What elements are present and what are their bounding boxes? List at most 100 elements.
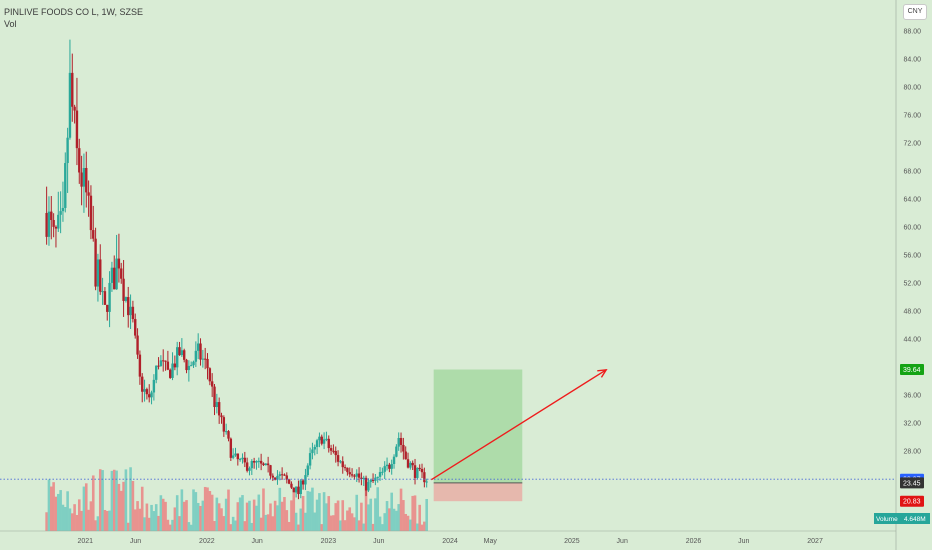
volume-bar [353, 517, 356, 531]
candle-body [201, 358, 205, 360]
volume-bar [311, 487, 314, 531]
volume-bar [56, 493, 60, 531]
target-price-badge-text: 39.64 [903, 367, 921, 374]
volume-bar [152, 511, 156, 531]
volume-bar [262, 488, 265, 531]
candle-body [238, 458, 242, 460]
volume-bar [299, 508, 303, 531]
candle-body [80, 172, 83, 187]
volume-bar [145, 503, 149, 531]
candle-body [210, 381, 214, 387]
time-tick-label: Jun [738, 538, 749, 545]
candle-body [367, 482, 370, 491]
price-tick-label: 72.00 [903, 141, 921, 148]
trend-arrow-line[interactable] [430, 369, 607, 481]
candle-body [103, 291, 107, 305]
candle-body [206, 358, 209, 369]
volume-bar [208, 491, 212, 531]
candle-body [73, 106, 76, 111]
candle-body [341, 461, 344, 468]
price-tick-label: 84.00 [903, 57, 921, 64]
candle-body [280, 474, 284, 476]
volume-bar [231, 516, 235, 531]
candle-body [78, 148, 81, 173]
volume-bar [381, 524, 384, 531]
candle-body [273, 477, 277, 480]
price-axis[interactable]: 88.00 84.00 80.00 76.00 72.00 68.00 64.00 60.00… [903, 29, 921, 456]
symbol-title[interactable]: PINLIVE FOODS CO L, 1W, SZSE [4, 7, 144, 17]
candle-body [383, 466, 386, 472]
volume-bar [98, 469, 102, 531]
candle-body [199, 343, 202, 360]
candle-body [101, 291, 104, 293]
volume-bar [332, 515, 335, 531]
candle-body [227, 431, 230, 439]
candle-body [299, 480, 302, 495]
candle-body [99, 259, 102, 292]
volume-bar [182, 501, 186, 531]
candle-body [402, 444, 405, 452]
volume-bar [164, 501, 167, 531]
candle-body [192, 361, 195, 366]
volume-bar [224, 498, 228, 531]
volume-bar [367, 504, 370, 531]
loss-zone[interactable] [433, 482, 523, 502]
volume-bar [63, 506, 67, 531]
volume-bar [75, 514, 79, 531]
volume-bar [222, 516, 226, 531]
volume-bar [257, 494, 261, 531]
volume-bar [397, 504, 401, 531]
candle-body [222, 417, 226, 432]
volume-bar [213, 520, 216, 531]
price-tick-label: 36.00 [903, 393, 921, 400]
volume-bar [70, 513, 74, 531]
volume-bar [68, 508, 72, 531]
price-tick-label: 44.00 [903, 337, 921, 344]
candle-body [194, 350, 198, 362]
currency-button[interactable]: CNY [903, 4, 927, 20]
candle-body [215, 402, 219, 408]
volume-bar [175, 495, 179, 531]
candle-body [171, 363, 174, 378]
volume-bar [140, 486, 144, 531]
candle-body [71, 72, 74, 107]
volume-bar [325, 503, 328, 531]
candle-body [306, 465, 309, 476]
price-tick-label: 56.00 [903, 253, 921, 260]
candle-body [213, 386, 216, 408]
profit-zone[interactable] [433, 369, 523, 483]
volume-bar [336, 500, 340, 531]
volume-bar [245, 502, 249, 531]
volume-bar [54, 496, 58, 531]
candle-body [61, 207, 65, 212]
volume-bar [108, 510, 111, 531]
candle-body [339, 461, 342, 463]
time-axis[interactable]: 2021 Jun 2022 Jun 2023 Jun 2024 May 2025 Jun 2026 J… [77, 538, 822, 545]
volume-bar [77, 499, 81, 531]
time-tick-label: Jun [373, 538, 384, 545]
candle-body [150, 392, 153, 398]
volume-bar [273, 500, 277, 531]
volume-indicator-label[interactable]: Vol [4, 19, 17, 29]
candle-body [376, 476, 379, 478]
candle-body [87, 192, 90, 196]
volume-bar [320, 524, 324, 531]
volume-bar [229, 524, 233, 531]
candle-body [406, 459, 410, 468]
candle-body [89, 195, 93, 231]
volume-bar [423, 521, 426, 531]
volume-bar [308, 491, 312, 531]
candle-body [176, 347, 179, 368]
volume-bar [96, 516, 100, 531]
candle-body [362, 477, 365, 479]
candle-body [369, 480, 372, 483]
volume-bar [201, 500, 205, 531]
volume-bar [89, 501, 93, 531]
volume-bar [94, 520, 97, 531]
candle-body [180, 350, 184, 356]
volume-bar [413, 495, 417, 531]
volume-bar [238, 497, 242, 531]
candle-body [131, 306, 135, 320]
candle-body [325, 438, 328, 440]
